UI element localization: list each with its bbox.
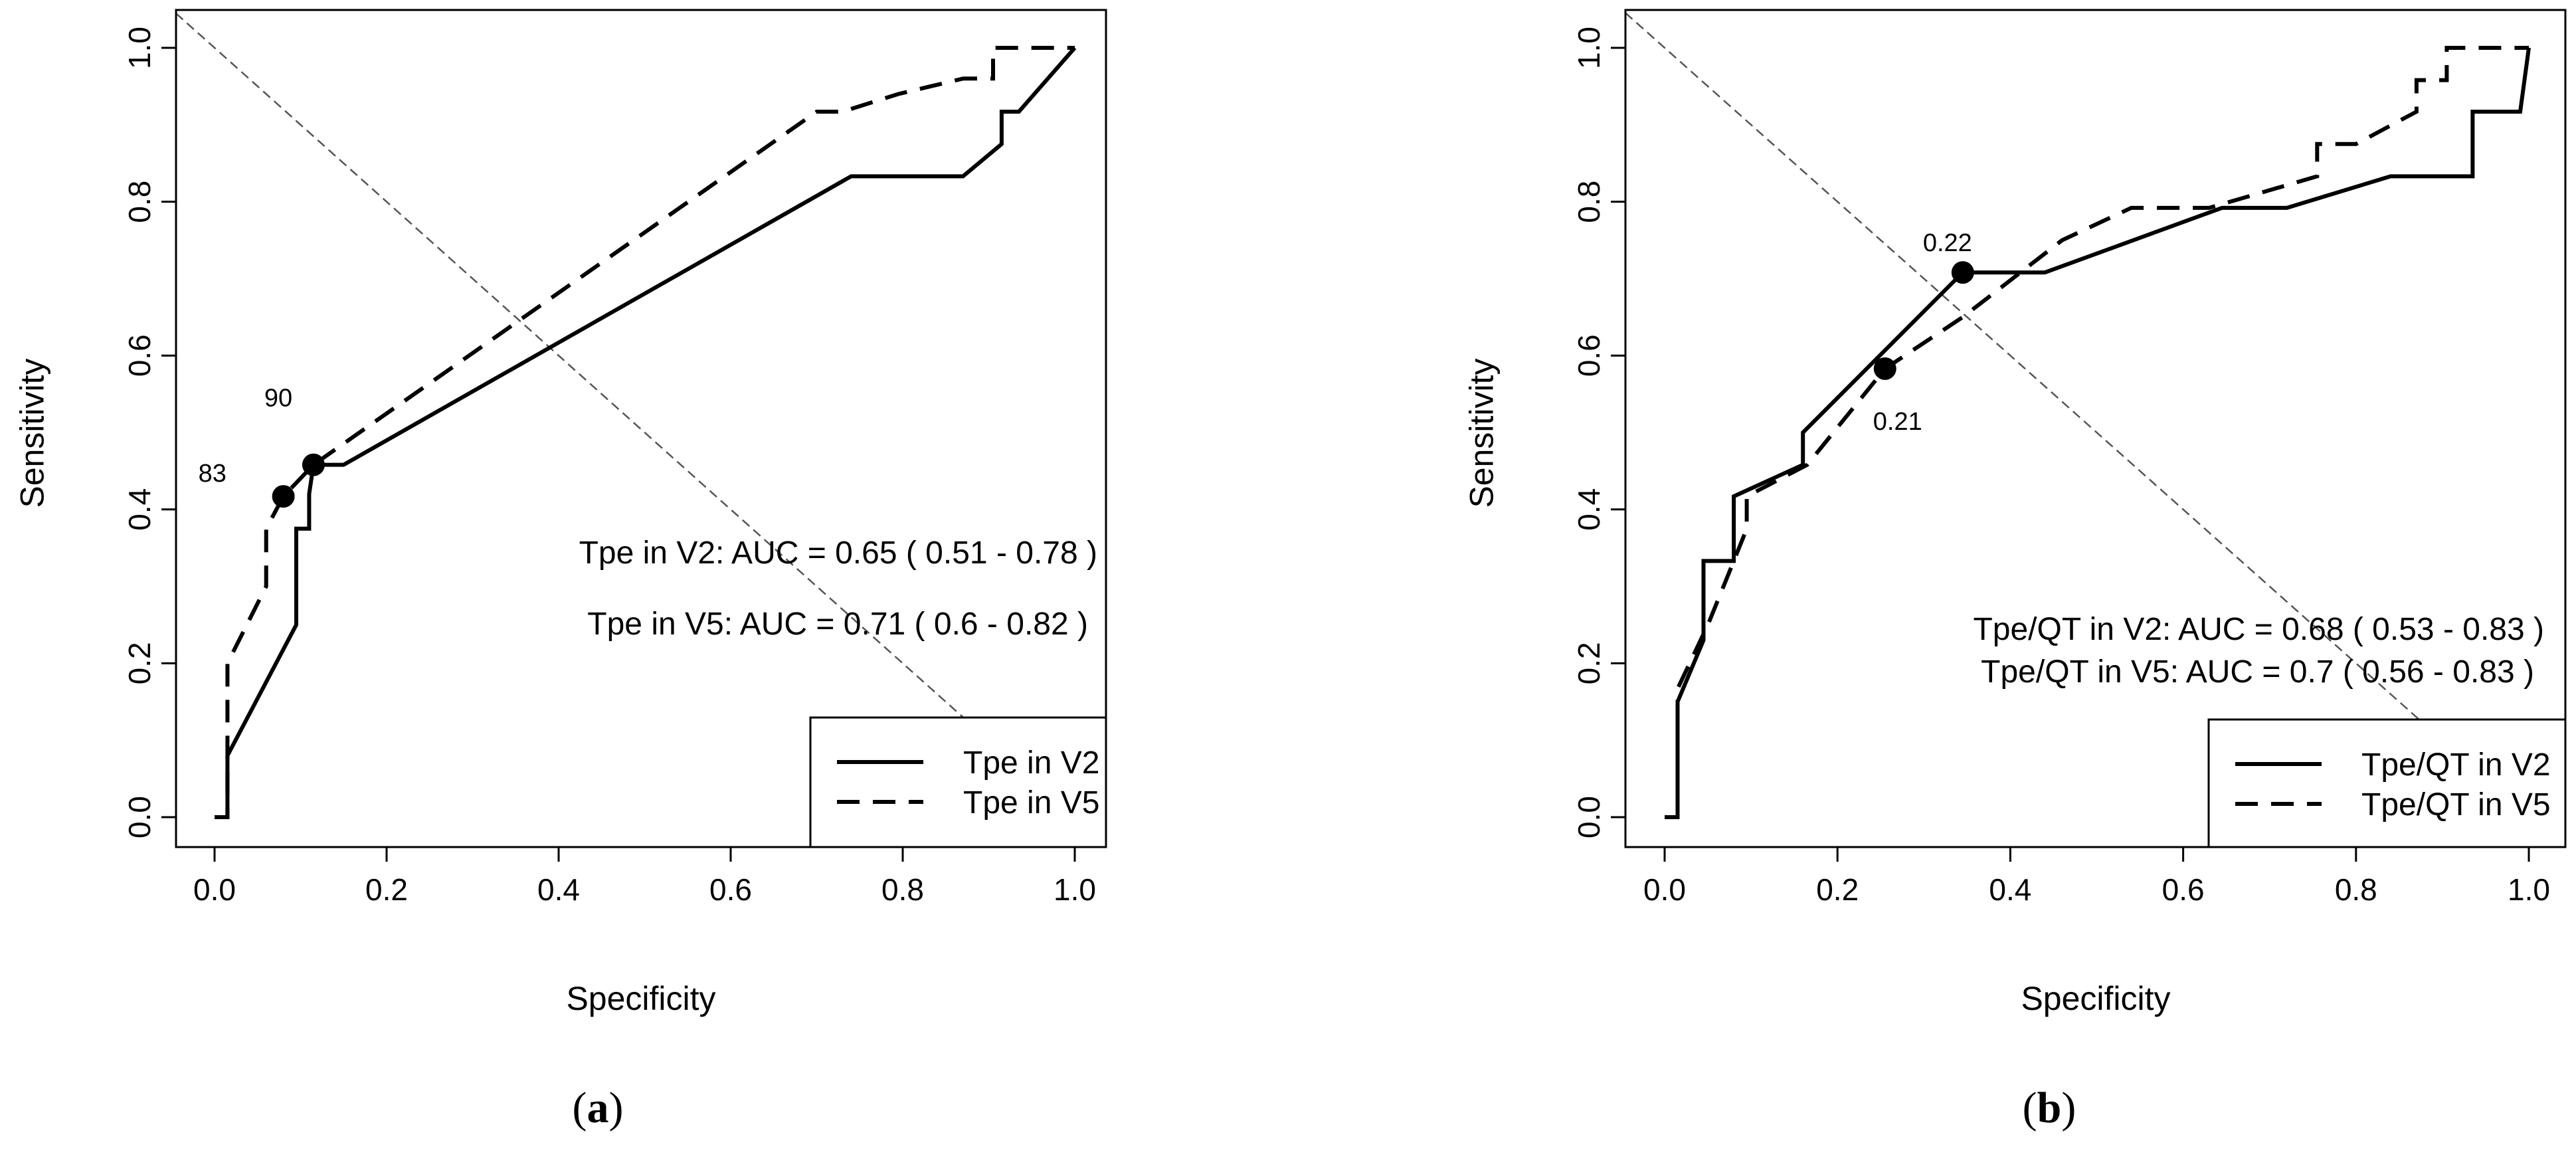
auc-annotation: Tpe in V5: AUC = 0.71 ( 0.6 - 0.82 ) (587, 607, 1088, 642)
threshold-label: 83 (199, 460, 227, 488)
legend-label: Tpe/QT in V2 (2361, 747, 2551, 783)
roc-chart-b: 0.22 0.21 0.0 0.2 0.4 0.6 0.8 1.0 0.0 0.2 0.4 0.6 0.… (1463, 9, 2567, 1017)
legend-label: Tpe in V5 (963, 785, 1099, 820)
y-tick-label: 1.0 (1572, 27, 1606, 69)
y-axis-title: Sensitivity (1463, 358, 1501, 508)
diagonal-reference-line (176, 13, 1106, 846)
panel-b-label: (b) (2022, 1084, 2076, 1132)
auc-annotation: Tpe in V2: AUC = 0.65 ( 0.51 - 0.78 ) (579, 535, 1097, 571)
series-line-v2 (1665, 47, 2531, 819)
x-tick-label: 0.4 (537, 872, 580, 907)
x-tick-label: 1.0 (2508, 872, 2550, 907)
y-tick-label: 0.2 (122, 642, 157, 684)
x-tick-label: 0.8 (881, 872, 924, 907)
y-tick-label: 1.0 (122, 27, 157, 69)
x-tick-label: 0.6 (709, 872, 752, 907)
series-line-v5 (1665, 46, 2529, 819)
threshold-label: 90 (264, 385, 292, 413)
y-tick-label: 0.8 (122, 181, 157, 223)
x-tick-label: 0.2 (1816, 872, 1859, 907)
x-tick-label: 0.6 (2162, 872, 2205, 907)
y-tick-label: 0.0 (122, 796, 157, 838)
y-tick-label: 0.0 (1572, 796, 1606, 838)
x-tick-label: 1.0 (1054, 872, 1096, 907)
y-tick-label: 0.6 (122, 334, 157, 377)
y-axis-title: Sensitivity (14, 358, 51, 508)
legend-box (2207, 718, 2567, 848)
legend-label: Tpe in V2 (963, 745, 1099, 781)
y-tick-label: 0.4 (122, 488, 157, 531)
legend-box (809, 716, 1107, 848)
y-tick-label: 0.8 (1572, 181, 1606, 223)
x-tick-label: 0.0 (193, 872, 236, 907)
auc-annotation: Tpe/QT in V2: AUC = 0.68 ( 0.53 - 0.83 ) (1973, 612, 2544, 647)
auc-annotation: Tpe/QT in V5: AUC = 0.7 ( 0.56 - 0.83 ) (1981, 654, 2534, 690)
x-tick-label: 0.8 (2335, 872, 2377, 907)
y-tick-label: 0.4 (1572, 488, 1606, 531)
x-tick-label: 0.2 (365, 872, 408, 907)
threshold-marker (272, 485, 295, 508)
threshold-label: 0.22 (1923, 229, 1972, 257)
legend-label: Tpe/QT in V5 (2361, 787, 2551, 822)
diagonal-reference-line (1625, 12, 2564, 847)
threshold-marker (1873, 357, 1896, 380)
x-tick-label: 0.0 (1643, 872, 1686, 907)
x-axis-title: Specificity (566, 980, 715, 1017)
series-line-v5 (215, 46, 1075, 819)
y-tick-label: 0.2 (1572, 642, 1606, 684)
threshold-label: 0.21 (1873, 408, 1922, 436)
x-axis-title: Specificity (2021, 980, 2170, 1017)
threshold-marker (1951, 261, 1974, 284)
panel-a-label: (a) (572, 1084, 624, 1132)
y-tick-label: 0.6 (1572, 334, 1606, 377)
x-tick-label: 0.4 (1989, 872, 2031, 907)
roc-chart-a: 90 83 0.0 0.2 0.4 0.6 0.8 1.0 0.0 0.2 0.4 0.6 0.8 1.0… (14, 9, 1107, 1017)
